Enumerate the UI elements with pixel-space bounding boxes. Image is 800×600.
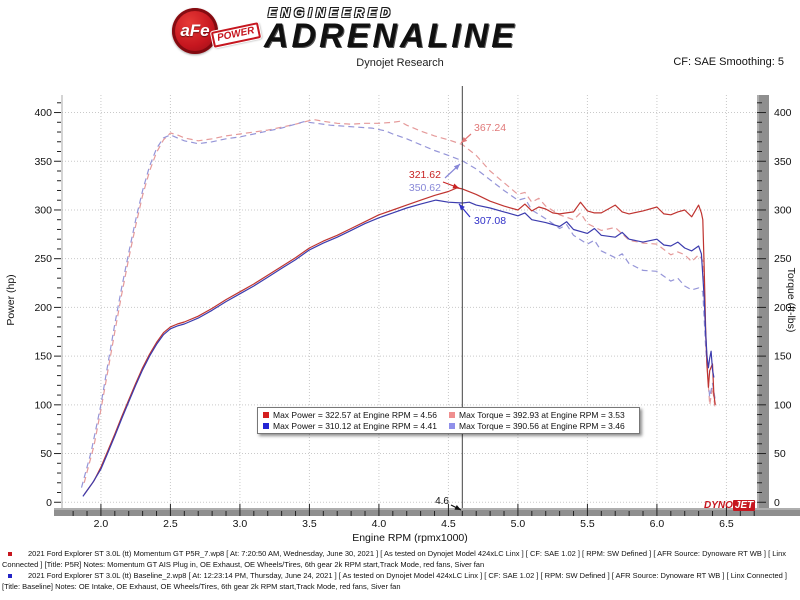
axis-frame: [54, 95, 800, 516]
grid-lines: [62, 95, 757, 508]
engineered-text: ENGINEERED: [268, 5, 394, 20]
dynojet-logo-jet: JET: [732, 500, 756, 511]
run-info-baseline: 2021 Ford Explorer ST 3.0L (tt) Baseline…: [2, 571, 796, 592]
legend-swatch-icon: [263, 423, 269, 429]
y-tick-label-left: 350: [34, 156, 52, 168]
y-tick-label-right: 400: [774, 107, 792, 119]
legend-entry-0: Max Power = 322.57 at Engine RPM = 4.56: [263, 410, 449, 420]
y-tick-label-left: 400: [34, 107, 52, 119]
dynojet-logo-dyno: DYNO: [704, 500, 733, 511]
y-tick-label-right: 100: [774, 399, 792, 411]
y-tick-label-left: 0: [46, 497, 52, 509]
y-tick-label-right: 250: [774, 253, 792, 265]
x-axis-title: Engine RPM (rpmx1000): [352, 532, 468, 544]
x-tick-label: 4.0: [372, 518, 387, 530]
afe-power-badge: POWER: [210, 22, 261, 48]
legend-entry-text: Max Power = 322.57 at Engine RPM = 4.56: [273, 410, 437, 420]
legend-entry-text: Max Power = 310.12 at Engine RPM = 4.41: [273, 421, 437, 431]
svg-text:321.62: 321.62: [409, 169, 441, 181]
x-tick-label: 2.5: [163, 518, 178, 530]
x-tick-label: 5.0: [511, 518, 526, 530]
svg-text:307.08: 307.08: [474, 215, 506, 227]
run-bullet-baseline-icon: [8, 574, 12, 578]
power-baseline-curve: [82, 199, 715, 497]
power-new-curve: [83, 187, 716, 495]
y-axis-title-right: Torque (ft-lbs): [785, 268, 797, 333]
x-tick-label: 4.5: [441, 518, 456, 530]
y-tick-label-right: 0: [774, 497, 780, 509]
run-info-baseline-text: 2021 Ford Explorer ST 3.0L (tt) Baseline…: [2, 571, 787, 591]
run-info-new-text: 2021 Ford Explorer ST 3.0L (tt) Momentum…: [2, 549, 786, 569]
annotation-350.62: 350.62: [409, 163, 461, 194]
y-tick-label-right: 50: [774, 448, 786, 460]
legend-entry-2: Max Power = 310.12 at Engine RPM = 4.41: [263, 421, 449, 431]
run-info-footer: 2021 Ford Explorer ST 3.0L (tt) Momentum…: [0, 549, 796, 593]
y-tick-label-left: 150: [34, 351, 52, 363]
x-tick-label: 6.0: [650, 518, 665, 530]
axis-ticks: 0 0 50 50 100 100 150 150 200 200 250 250 300 300 350 3…: [34, 102, 792, 530]
header: aFe POWER ENGINEERED ADRENALINE Dynojet …: [0, 0, 800, 82]
axis-titles: Power (hp) Torque (ft-lbs) Engine RPM (rpm…: [5, 268, 797, 544]
run-bullet-new-icon: [8, 552, 12, 556]
annotation-367.24: 367.24: [460, 122, 506, 144]
legend-swatch-icon: [263, 412, 269, 418]
x-tick-label: 2.0: [94, 518, 109, 530]
svg-text:350.62: 350.62: [409, 182, 441, 194]
afe-logo-text: aFe: [180, 21, 210, 40]
y-tick-label-left: 300: [34, 204, 52, 216]
legend-entry-3: Max Torque = 390.56 at Engine RPM = 3.46: [449, 421, 635, 431]
annotation-307.08: 307.08: [458, 203, 506, 227]
annotation-321.62: 321.62: [409, 169, 460, 189]
x-tick-label: 5.5: [580, 518, 595, 530]
svg-text:367.24: 367.24: [474, 122, 506, 134]
cursor-line[interactable]: 4.6: [435, 86, 463, 511]
y-tick-label-right: 150: [774, 351, 792, 363]
x-tick-label: 3.5: [302, 518, 317, 530]
run-info-new: 2021 Ford Explorer ST 3.0L (tt) Momentum…: [2, 549, 796, 570]
afe-logo-icon: aFe: [172, 8, 218, 54]
torque-baseline-curve: [80, 121, 716, 488]
y-tick-label-left: 200: [34, 302, 52, 314]
legend-entry-1: Max Torque = 392.93 at Engine RPM = 3.53: [449, 410, 635, 420]
torque-new-curve: [83, 118, 716, 483]
y-tick-label-left: 100: [34, 399, 52, 411]
legend-swatch-icon: [449, 412, 455, 418]
dynojet-logo: DYNO JET: [704, 500, 756, 511]
cf-smoothing-label: CF: SAE Smoothing: 5: [673, 56, 784, 68]
adrenaline-text: ADRENALINE: [264, 16, 517, 56]
dynojet-research-title: Dynojet Research: [356, 57, 444, 69]
max-values-legend: Max Power = 322.57 at Engine RPM = 4.56 M…: [257, 407, 640, 434]
legend-entry-text: Max Torque = 390.56 at Engine RPM = 3.46: [459, 421, 625, 431]
y-axis-title-left: Power (hp): [5, 274, 17, 325]
cursor-rpm-label: 4.6: [435, 496, 449, 507]
y-tick-label-right: 200: [774, 302, 792, 314]
y-tick-label-left: 250: [34, 253, 52, 265]
afe-brand-logo: aFe POWER ENGINEERED ADRENALINE: [168, 4, 648, 56]
y-tick-label-left: 50: [40, 448, 52, 460]
legend-swatch-icon: [449, 423, 455, 429]
y-tick-label-right: 300: [774, 204, 792, 216]
x-tick-label: 6.5: [719, 518, 734, 530]
legend-entry-text: Max Torque = 392.93 at Engine RPM = 3.53: [459, 410, 625, 420]
x-tick-label: 3.0: [233, 518, 248, 530]
y-tick-label-right: 350: [774, 156, 792, 168]
